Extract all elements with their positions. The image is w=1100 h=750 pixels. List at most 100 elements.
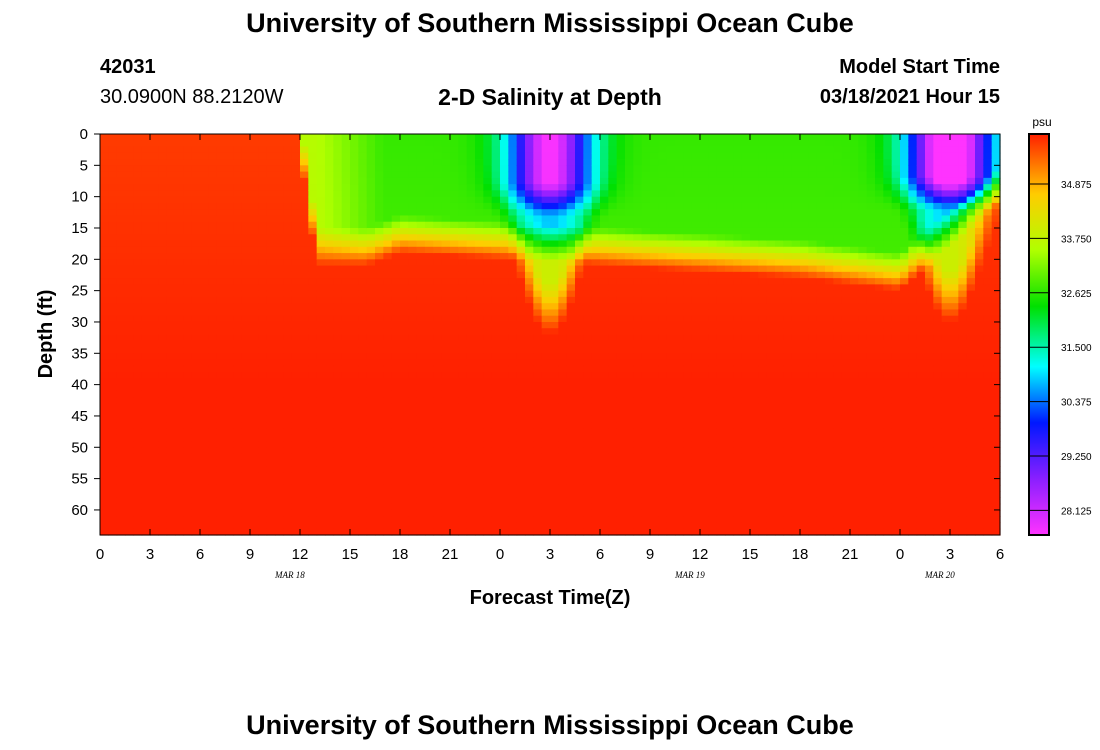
heatmap-cell: [525, 240, 534, 248]
heatmap-cell: [358, 409, 368, 417]
heatmap-cell: [341, 334, 351, 342]
heatmap-cell: [108, 227, 118, 235]
heatmap-cell: [308, 259, 318, 267]
heatmap-cell: [550, 478, 559, 486]
heatmap-cell: [425, 253, 434, 260]
heatmap-cell: [516, 134, 526, 141]
heatmap-cell: [291, 321, 301, 329]
heatmap-cell: [466, 372, 476, 379]
heatmap-cell: [241, 484, 251, 492]
heatmap-cell: [583, 441, 593, 448]
heatmap-cell: [291, 140, 301, 148]
heatmap-cell: [708, 259, 718, 267]
heatmap-cell: [233, 259, 243, 267]
heatmap-cell: [725, 278, 734, 285]
heatmap-cell: [600, 284, 609, 292]
heatmap-cell: [675, 528, 684, 536]
heatmap-cell: [133, 434, 143, 442]
heatmap-cell: [400, 497, 409, 505]
heatmap-cell: [275, 209, 284, 217]
heatmap-cell: [108, 296, 118, 304]
heatmap-cell: [716, 278, 726, 285]
heatmap-cell: [550, 240, 559, 248]
heatmap-field: [100, 134, 1001, 536]
heatmap-cell: [483, 528, 493, 536]
heatmap-cell: [666, 434, 676, 442]
heatmap-cell: [675, 165, 684, 173]
heatmap-cell: [550, 140, 559, 148]
heatmap-cell: [100, 227, 109, 235]
heatmap-cell: [425, 378, 434, 386]
heatmap-cell: [158, 491, 168, 499]
heatmap-cell: [333, 209, 343, 217]
heatmap-cell: [550, 403, 559, 411]
heatmap-cell: [325, 240, 334, 248]
heatmap-cell: [466, 334, 476, 342]
heatmap-cell: [650, 478, 659, 486]
heatmap-cell: [275, 240, 284, 248]
heatmap-cell: [400, 409, 409, 417]
heatmap-cell: [100, 315, 109, 323]
heatmap-cell: [300, 246, 309, 254]
heatmap-cell: [391, 290, 401, 298]
heatmap-cell: [625, 466, 634, 473]
heatmap-cell: [125, 347, 134, 354]
heatmap-cell: [716, 403, 726, 411]
heatmap-cell: [325, 196, 334, 204]
heatmap-cell: [291, 265, 301, 273]
heatmap-cell: [241, 491, 251, 499]
heatmap-cell: [383, 321, 393, 329]
heatmap-cell: [483, 478, 493, 486]
heatmap-cell: [608, 146, 618, 154]
heatmap-cell: [333, 202, 343, 210]
heatmap-cell: [400, 434, 409, 442]
heatmap-cell: [350, 246, 359, 254]
heatmap-cell: [425, 240, 434, 248]
heatmap-cell: [383, 447, 393, 455]
heatmap-cell: [383, 240, 393, 248]
heatmap-cell: [466, 503, 476, 511]
heatmap-cell: [375, 434, 384, 442]
heatmap-cell: [108, 303, 118, 311]
heatmap-cell: [183, 441, 193, 448]
heatmap-cell: [425, 196, 434, 204]
heatmap-cell: [100, 509, 109, 517]
heatmap-cell: [575, 522, 584, 530]
heatmap-cell: [466, 140, 476, 148]
heatmap-cell: [383, 159, 393, 166]
heatmap-cell: [533, 365, 543, 373]
heatmap-cell: [275, 184, 284, 191]
heatmap-cell: [650, 372, 659, 379]
heatmap-cell: [425, 353, 434, 361]
heatmap-cell: [566, 340, 576, 348]
heatmap-cell: [358, 196, 368, 204]
heatmap-cell: [533, 240, 543, 248]
heatmap-cell: [541, 328, 551, 336]
heatmap-cell: [591, 478, 601, 486]
heatmap-cell: [716, 140, 726, 148]
heatmap-cell: [658, 378, 668, 386]
heatmap-cell: [700, 140, 709, 148]
heatmap-cell: [266, 209, 276, 217]
heatmap-cell: [366, 196, 376, 204]
heatmap-cell: [341, 184, 351, 191]
heatmap-cell: [708, 334, 718, 342]
heatmap-cell: [358, 165, 368, 173]
heatmap-cell: [316, 246, 326, 254]
heatmap-cell: [158, 184, 168, 191]
heatmap-cell: [200, 397, 209, 405]
heatmap-cell: [641, 171, 651, 179]
heatmap-cell: [383, 390, 393, 398]
heatmap-cell: [383, 522, 393, 530]
heatmap-cell: [558, 378, 568, 386]
heatmap-cell: [633, 271, 643, 279]
heatmap-cell: [483, 328, 493, 336]
heatmap-cell: [400, 171, 409, 179]
heatmap-cell: [216, 441, 226, 448]
heatmap-cell: [258, 190, 268, 198]
heatmap-cell: [241, 428, 251, 436]
heatmap-cell: [266, 372, 276, 379]
heatmap-cell: [325, 415, 334, 423]
heatmap-cell: [700, 253, 709, 260]
heatmap-cell: [541, 265, 551, 273]
